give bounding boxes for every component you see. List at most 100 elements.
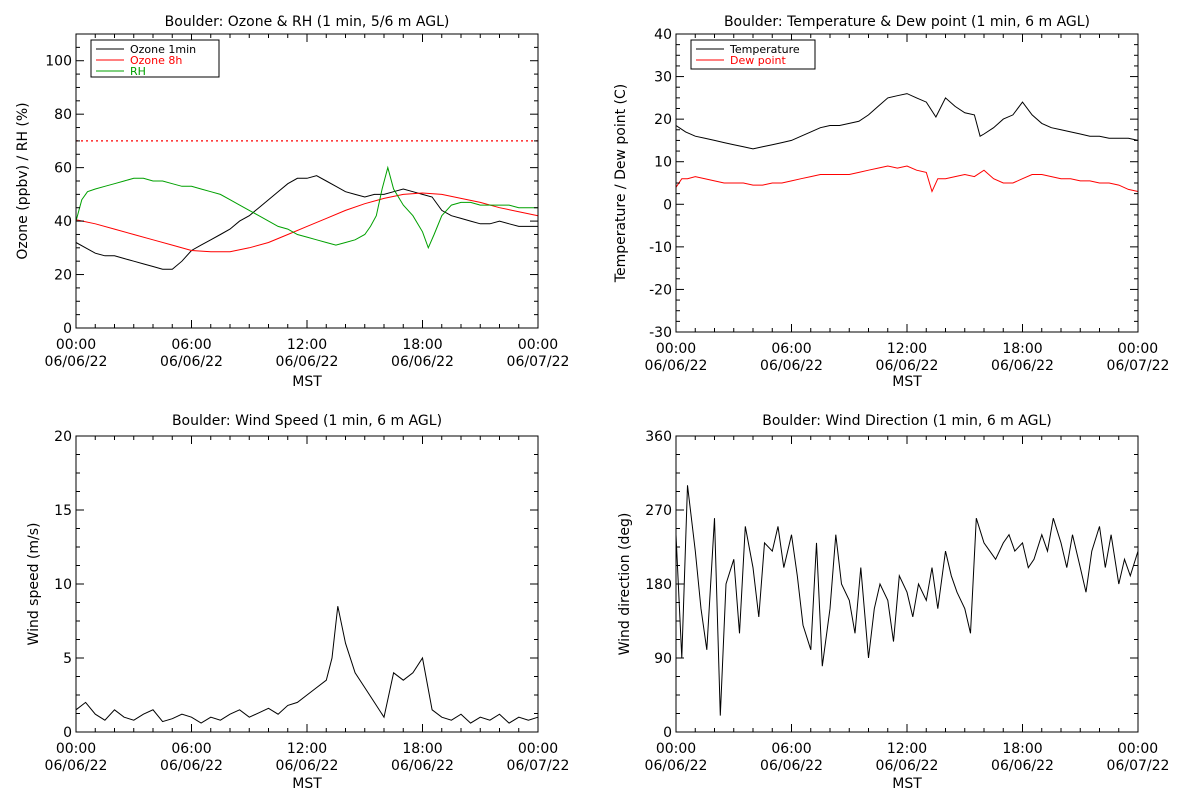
chart-title: Boulder: Ozone & RH (1 min, 5/6 m AGL) [165, 14, 450, 30]
y-tick-label: 20 [54, 268, 72, 284]
x-tick-label: 00:00 [656, 741, 696, 757]
y-tick-label: 100 [45, 54, 72, 70]
series-layer [75, 140, 539, 270]
series-layer [675, 93, 1139, 193]
y-tick-label: 0 [63, 725, 72, 741]
y-tick-label: 90 [654, 651, 672, 667]
x-tick-label: 00:00 [1118, 341, 1158, 357]
ozone-rh-panel: Boulder: Ozone & RH (1 min, 5/6 m AGL) 0… [15, 14, 569, 390]
y-axis-label: Temperature / Dew point (C) [613, 84, 629, 283]
x-tick-date-label: 06/06/22 [391, 758, 454, 774]
legend-label-dew-point: Dew point [730, 54, 786, 67]
x-tick-date-label: 06/06/22 [760, 358, 823, 374]
series-line-ozone-8h [75, 192, 539, 253]
wind-speed-panel: Boulder: Wind Speed (1 min, 6 m AGL) 0 5 1… [26, 413, 569, 792]
x-tick-date-label: 06/06/22 [45, 354, 108, 370]
x-tick-date-label: 06/06/22 [991, 358, 1054, 374]
x-tick-label: 06:00 [771, 341, 811, 357]
chart-title: Boulder: Temperature & Dew point (1 min,… [724, 14, 1090, 30]
legend-label-ozone-1min: Ozone 1min [130, 43, 196, 56]
legend: Temperature Dew point [690, 39, 816, 70]
y-axis-label: Wind direction (deg) [617, 513, 633, 656]
x-tick-label: 12:00 [287, 337, 327, 353]
legend-box [690, 39, 816, 70]
y-tick-label: 10 [654, 155, 672, 171]
x-tick-label: 12:00 [287, 741, 327, 757]
legend-label-temperature: Temperature [729, 43, 800, 56]
x-tick-date-label: 06/06/22 [876, 758, 939, 774]
x-tick-label: 00:00 [656, 341, 696, 357]
x-tick-label: 00:00 [56, 337, 96, 353]
x-axis-label: MST [292, 374, 322, 390]
x-tick-label: 12:00 [887, 741, 927, 757]
y-tick-label: 0 [663, 197, 672, 213]
y-tick-label: 80 [54, 107, 72, 123]
x-tick-date-label: 06/06/22 [991, 758, 1054, 774]
x-tick-date-label: 06/06/22 [876, 358, 939, 374]
x-tick-date-label: 06/06/22 [45, 758, 108, 774]
wind-direction-panel: Boulder: Wind Direction (1 min, 6 m AGL)… [617, 413, 1169, 792]
x-axis-label: MST [892, 776, 922, 792]
plot-frame [675, 435, 1139, 733]
y-tick-label: -30 [649, 325, 672, 341]
x-tick-date-label: 06/07/22 [507, 354, 570, 370]
temperature-dewpoint-panel: Boulder: Temperature & Dew point (1 min,… [613, 14, 1169, 390]
x-axis-label: MST [892, 374, 922, 390]
y-tick-label: 40 [654, 27, 672, 43]
legend: Ozone 1min Ozone 8h RH [90, 39, 220, 78]
y-tick-label: 0 [63, 321, 72, 337]
y-tick-label: -10 [649, 240, 672, 256]
x-tick-date-label: 06/06/22 [645, 358, 708, 374]
y-tick-label: 0 [663, 725, 672, 741]
x-tick-date-label: 06/06/22 [391, 354, 454, 370]
y-tick-label: 20 [54, 429, 72, 445]
x-tick-date-label: 06/07/22 [507, 758, 570, 774]
plot-frame [75, 33, 539, 329]
x-tick-label: 06:00 [771, 741, 811, 757]
y-tick-label: 40 [54, 214, 72, 230]
y-tick-label: 20 [654, 112, 672, 128]
x-tick-label: 00:00 [56, 741, 96, 757]
x-tick-label: 18:00 [402, 741, 442, 757]
y-tick-label: 5 [63, 651, 72, 667]
series-layer [675, 485, 1139, 716]
series-layer [75, 606, 539, 724]
x-tick-date-label: 06/06/22 [160, 354, 223, 370]
x-tick-label: 18:00 [402, 337, 442, 353]
axis-layer: 09018027036000:0006/06/2206:0006/06/2212… [645, 429, 1170, 774]
y-tick-label: 15 [54, 503, 72, 519]
y-tick-label: 30 [654, 70, 672, 86]
y-tick-label: -20 [649, 282, 672, 298]
x-tick-date-label: 06/06/22 [276, 758, 339, 774]
x-tick-label: 18:00 [1002, 741, 1042, 757]
x-tick-date-label: 06/06/22 [276, 354, 339, 370]
y-tick-label: 60 [54, 161, 72, 177]
x-tick-label: 18:00 [1002, 341, 1042, 357]
chart-title: Boulder: Wind Speed (1 min, 6 m AGL) [172, 413, 442, 429]
y-tick-label: 360 [645, 429, 672, 445]
y-tick-label: 10 [54, 577, 72, 593]
y-tick-label: 270 [645, 503, 672, 519]
x-tick-label: 12:00 [887, 341, 927, 357]
axis-layer: 02040608010000:0006/06/2206:0006/06/2212… [45, 34, 570, 370]
series-line-temperature [675, 93, 1139, 150]
x-tick-date-label: 06/07/22 [1107, 358, 1170, 374]
x-tick-date-label: 06/06/22 [645, 758, 708, 774]
x-tick-date-label: 06/07/22 [1107, 758, 1170, 774]
x-tick-label: 00:00 [1118, 741, 1158, 757]
legend-label-ozone-8h: Ozone 8h [130, 54, 182, 67]
plot-frame [75, 435, 539, 733]
series-line-1 [675, 485, 1139, 716]
y-axis-label: Wind speed (m/s) [26, 523, 42, 646]
legend-label-rh: RH [130, 65, 146, 78]
series-line-dew-point [675, 165, 1139, 193]
y-tick-label: 180 [645, 577, 672, 593]
x-tick-label: 06:00 [171, 741, 211, 757]
x-tick-date-label: 06/06/22 [160, 758, 223, 774]
x-axis-label: MST [292, 776, 322, 792]
y-axis-label: Ozone (ppbv) / RH (%) [15, 102, 31, 259]
plot-frame [675, 33, 1139, 333]
x-tick-label: 06:00 [171, 337, 211, 353]
axis-layer: -30-20-1001020304000:0006/06/2206:0006/0… [645, 27, 1170, 374]
